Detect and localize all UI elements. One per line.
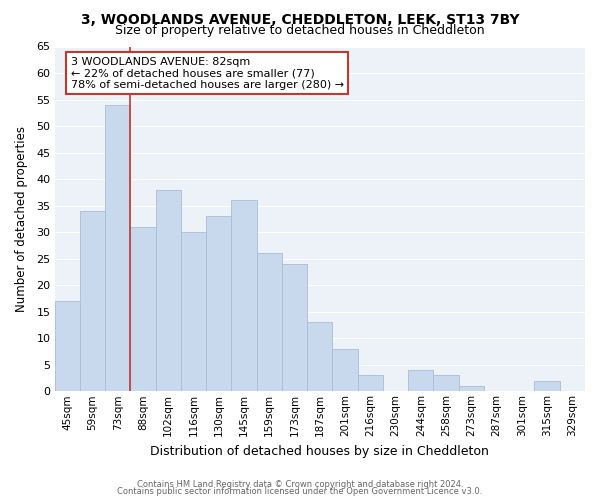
Bar [307, 322, 332, 392]
Bar [408, 370, 433, 392]
Bar [80, 211, 105, 392]
Bar [181, 232, 206, 392]
Bar [232, 200, 257, 392]
Bar [459, 386, 484, 392]
Y-axis label: Number of detached properties: Number of detached properties [15, 126, 28, 312]
Bar [105, 105, 130, 392]
Bar [155, 190, 181, 392]
Text: Contains HM Land Registry data © Crown copyright and database right 2024.: Contains HM Land Registry data © Crown c… [137, 480, 463, 489]
Text: 3 WOODLANDS AVENUE: 82sqm
← 22% of detached houses are smaller (77)
78% of semi-: 3 WOODLANDS AVENUE: 82sqm ← 22% of detac… [71, 57, 344, 90]
Bar [282, 264, 307, 392]
Bar [433, 376, 459, 392]
Bar [358, 376, 383, 392]
Bar [535, 380, 560, 392]
Bar [130, 227, 155, 392]
Bar [332, 349, 358, 392]
Bar [257, 254, 282, 392]
Text: Contains public sector information licensed under the Open Government Licence v3: Contains public sector information licen… [118, 488, 482, 496]
Text: Size of property relative to detached houses in Cheddleton: Size of property relative to detached ho… [115, 24, 485, 37]
Text: 3, WOODLANDS AVENUE, CHEDDLETON, LEEK, ST13 7BY: 3, WOODLANDS AVENUE, CHEDDLETON, LEEK, S… [80, 12, 520, 26]
Bar [206, 216, 232, 392]
Bar [55, 301, 80, 392]
X-axis label: Distribution of detached houses by size in Cheddleton: Distribution of detached houses by size … [151, 444, 489, 458]
